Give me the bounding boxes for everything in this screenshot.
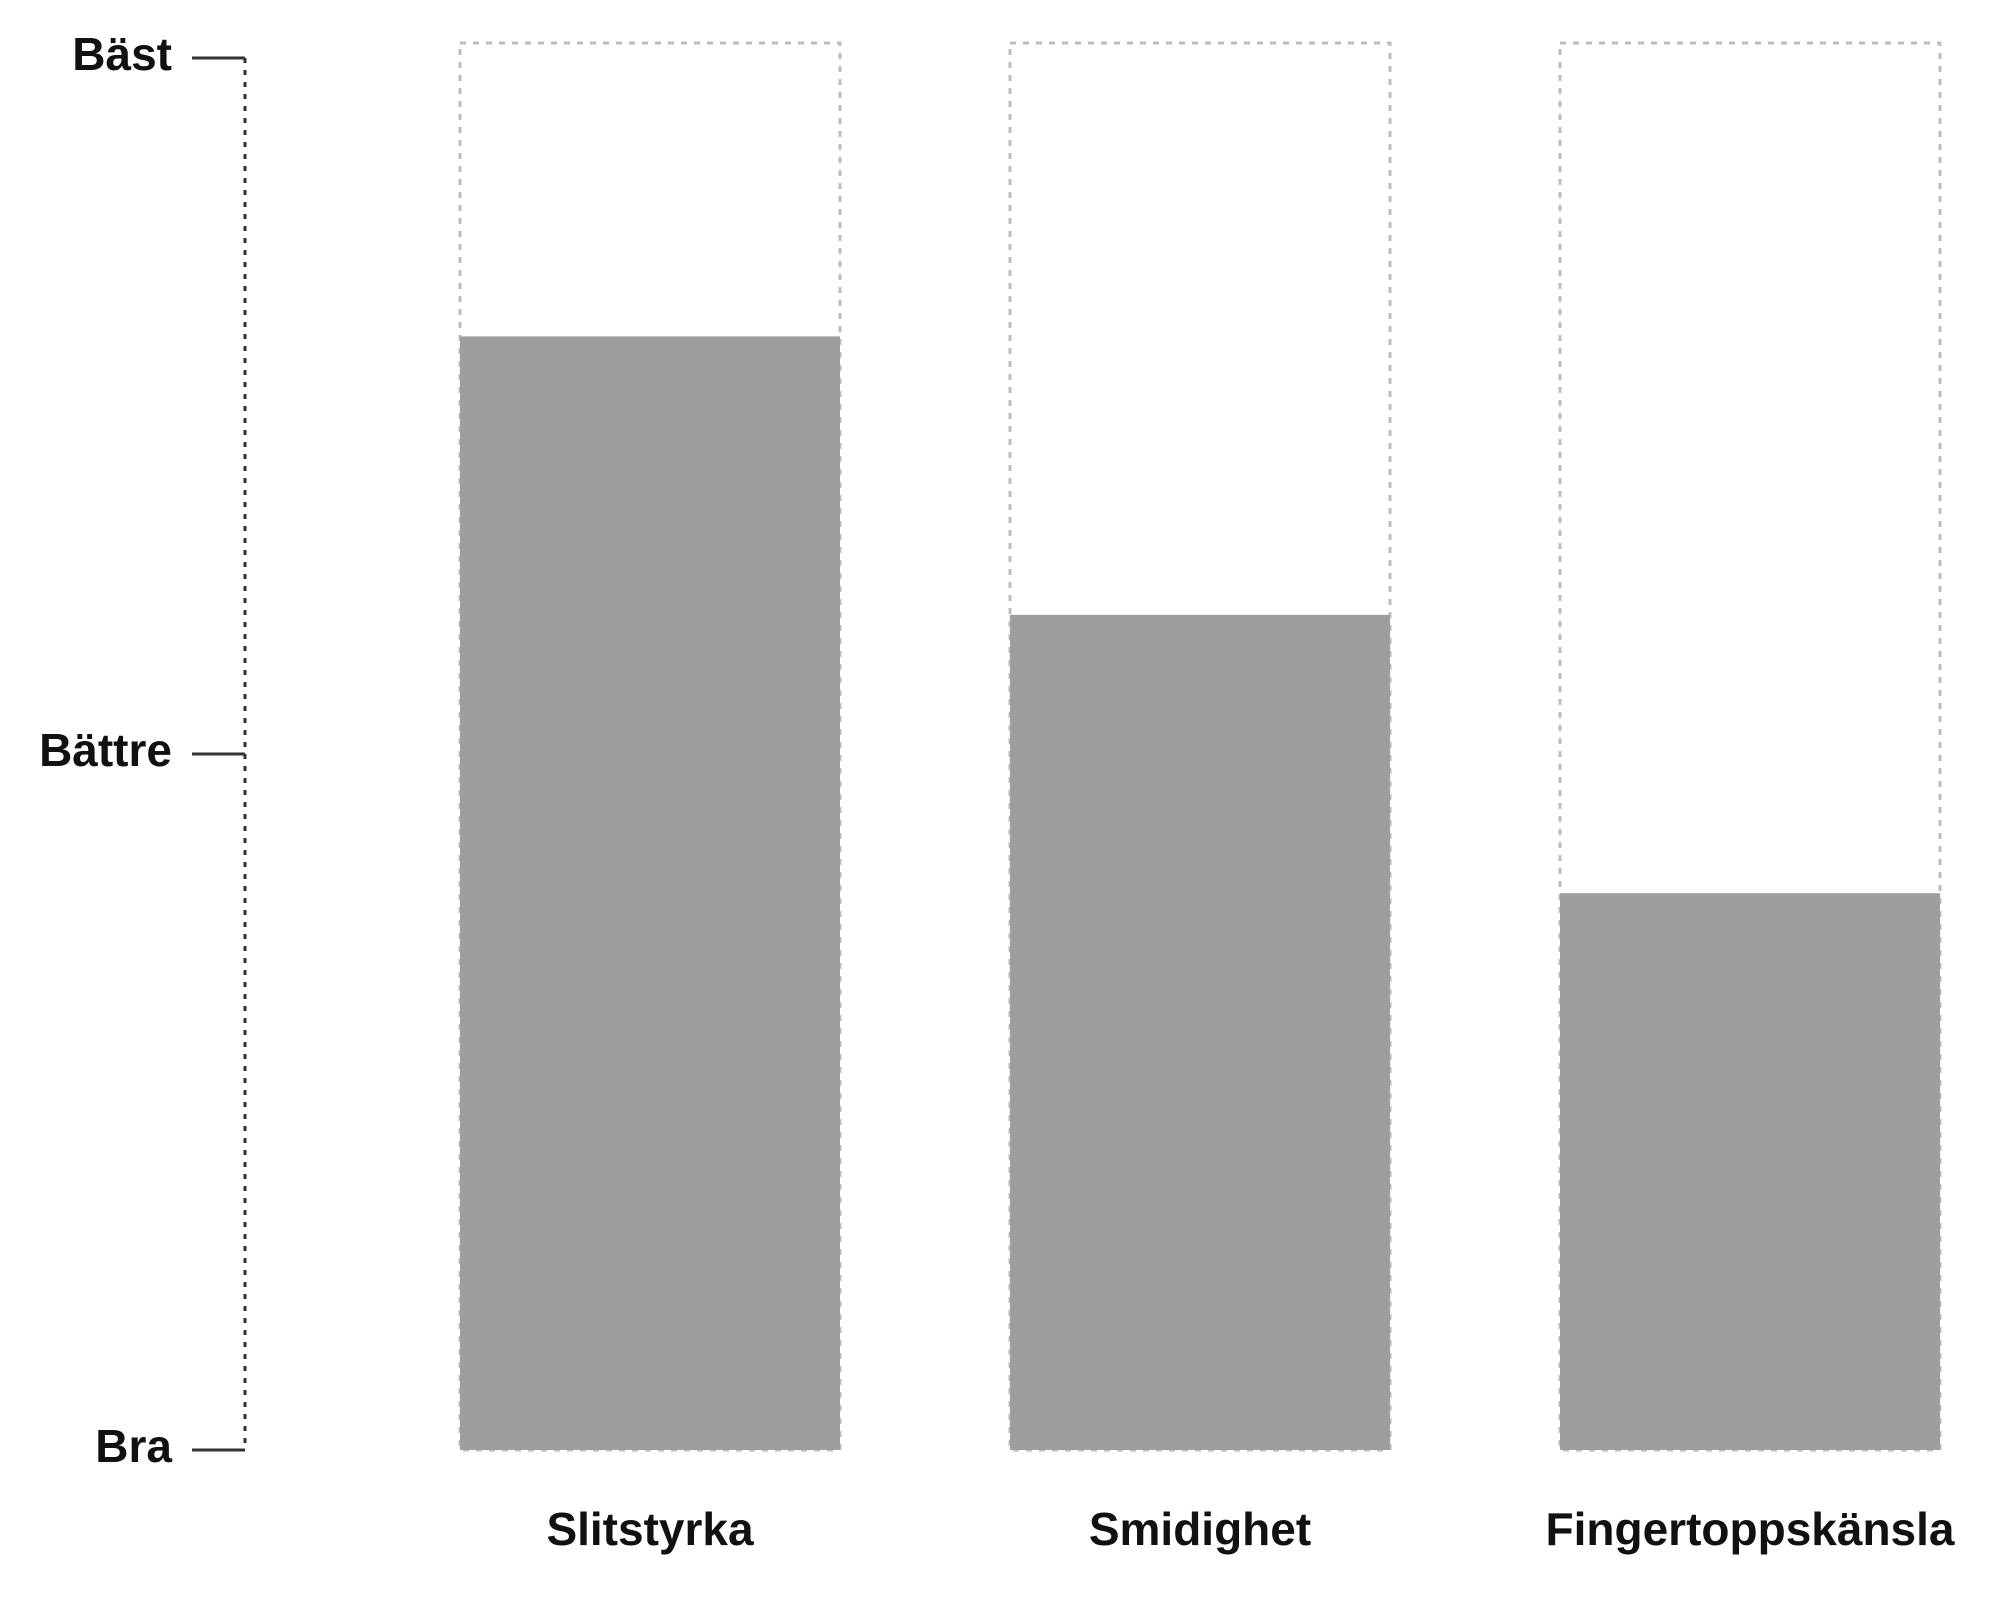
- y-axis: Bra Bättre Bäst: [39, 28, 247, 1472]
- x-tick-label: Slitstyrka: [546, 1503, 754, 1555]
- bar: [460, 336, 840, 1450]
- y-ticks: Bra Bättre Bäst: [39, 28, 245, 1472]
- bar: [1010, 614, 1390, 1450]
- x-tick-label: Smidighet: [1089, 1503, 1311, 1555]
- bar: [1560, 893, 1940, 1450]
- bars: [458, 41, 1942, 1452]
- y-tick-label: Bra: [95, 1420, 172, 1472]
- x-tick-labels: Slitstyrka Smidighet Fingertoppskänsla: [546, 1503, 1954, 1555]
- y-tick-label: Bäst: [72, 28, 172, 80]
- y-tick-label: Bättre: [39, 724, 172, 776]
- x-tick-label: Fingertoppskänsla: [1546, 1503, 1955, 1555]
